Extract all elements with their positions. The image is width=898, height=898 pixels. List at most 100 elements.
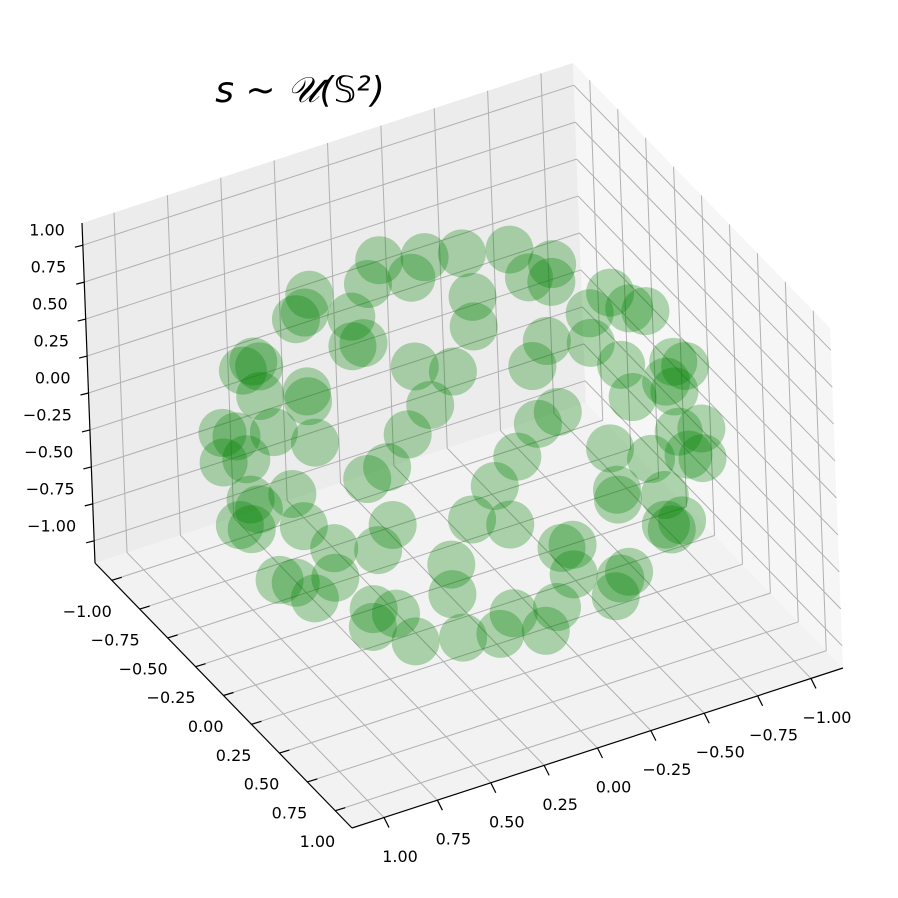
grid-line [89, 269, 582, 431]
tick-mark [307, 778, 318, 783]
point [199, 438, 248, 487]
y-tick-label: −1.00 [63, 602, 112, 621]
point [428, 570, 477, 619]
point [476, 609, 525, 658]
point [647, 505, 696, 554]
point [566, 318, 615, 367]
grid-line [82, 84, 575, 246]
point [527, 257, 576, 306]
grid-line [580, 269, 839, 536]
point [565, 289, 614, 338]
grid-line [84, 121, 576, 283]
point [255, 555, 304, 604]
grid-line [335, 650, 827, 812]
y-axis-line [94, 562, 353, 829]
point [449, 302, 498, 351]
y-tick-label: −0.75 [91, 631, 140, 650]
x-tick-label: 0.25 [542, 795, 578, 814]
point [521, 606, 570, 655]
point [533, 583, 582, 632]
point [428, 347, 477, 396]
point [448, 272, 497, 321]
tick-mark [757, 695, 764, 707]
tick-mark [650, 730, 657, 741]
point [368, 500, 417, 549]
grid-line [91, 306, 583, 468]
point [548, 520, 597, 569]
point [594, 475, 643, 524]
point [406, 381, 455, 429]
point [427, 540, 476, 589]
point [229, 337, 278, 386]
y-tick-label: 0.00 [188, 717, 224, 736]
point [649, 337, 698, 386]
point [528, 240, 577, 289]
point [343, 455, 392, 504]
point [586, 268, 635, 317]
point [391, 617, 440, 666]
point [654, 407, 703, 456]
point [282, 367, 331, 416]
point [343, 259, 392, 308]
point [235, 342, 284, 391]
grid-line [85, 158, 577, 320]
point [249, 408, 298, 457]
point [485, 225, 534, 274]
y-tick-label: 0.75 [272, 803, 308, 822]
point [226, 475, 275, 524]
tick-mark [195, 663, 206, 668]
point [268, 469, 317, 518]
grid-line [251, 563, 743, 725]
point [227, 505, 276, 554]
point [513, 399, 562, 448]
point [621, 287, 670, 336]
tick-mark [111, 576, 122, 581]
point [290, 418, 339, 467]
tick-mark [76, 281, 85, 285]
chart-title: s ~ 𝒰(𝕊²) [215, 70, 385, 111]
point [641, 500, 690, 549]
tick-mark [436, 799, 443, 811]
point [640, 471, 689, 520]
y-tick-label: 1.00 [300, 832, 336, 851]
point [522, 316, 571, 365]
y-tick-label: −0.25 [147, 688, 196, 707]
tick-mark [139, 605, 150, 610]
point [627, 434, 676, 483]
point [650, 367, 699, 416]
point [383, 410, 432, 459]
tick-mark [81, 429, 91, 433]
z-tick-label: 1.00 [29, 221, 65, 240]
point [661, 341, 710, 390]
point [549, 550, 598, 599]
grid-line [579, 232, 837, 499]
point [605, 547, 654, 596]
point [605, 284, 654, 333]
point [608, 373, 657, 422]
point [470, 462, 519, 510]
point [642, 357, 691, 406]
grid-line [93, 380, 586, 542]
point [592, 465, 641, 514]
point [363, 443, 412, 492]
point [591, 572, 640, 621]
tick-mark [596, 747, 604, 759]
point [236, 371, 285, 420]
x-axis-line [351, 667, 844, 829]
grid-line [577, 195, 836, 462]
tick-mark [251, 720, 262, 725]
point [489, 589, 538, 638]
tick-mark [383, 817, 390, 828]
point [215, 501, 264, 550]
point [290, 574, 339, 623]
point [664, 430, 713, 479]
point [280, 288, 329, 337]
y-tick-label: 0.50 [244, 775, 280, 794]
point [372, 589, 421, 638]
tick-mark [703, 712, 710, 724]
point [222, 435, 271, 484]
z-tick-label: 0.50 [32, 295, 68, 314]
point [279, 502, 328, 551]
point [504, 253, 553, 302]
x-tick-label: −0.50 [696, 743, 745, 762]
